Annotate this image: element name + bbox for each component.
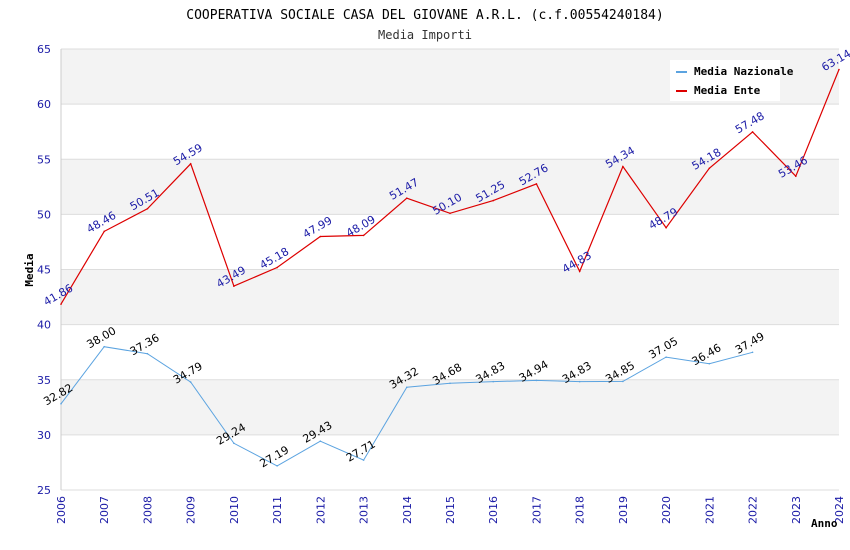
data-point <box>578 270 581 273</box>
y-tick-label: 30 <box>37 429 51 442</box>
data-point <box>449 382 451 385</box>
y-tick-label: 60 <box>37 98 51 111</box>
data-point <box>665 226 667 229</box>
legend-label-media-nazionale: Media Nazionale <box>694 65 794 78</box>
data-point <box>708 167 711 170</box>
x-tick-label: 2007 <box>98 496 111 524</box>
x-tick-label: 2016 <box>487 496 500 524</box>
grid-bands <box>61 49 839 435</box>
y-tick-label: 25 <box>37 484 51 497</box>
data-point <box>146 352 149 355</box>
data-label: 27.19 <box>257 443 291 470</box>
data-label: 36.46 <box>690 341 724 368</box>
data-point <box>319 235 322 238</box>
data-point <box>665 356 667 358</box>
x-axis-ticks: 2006 2007 2008 2009 2010 2011 2012 2013 2014 2015… <box>55 496 846 524</box>
series-layer <box>60 68 840 467</box>
data-point <box>535 379 538 382</box>
data-point <box>362 234 365 237</box>
x-tick-label: 2011 <box>271 496 284 524</box>
grid-band <box>61 269 839 325</box>
data-point <box>449 212 451 215</box>
y-tick-label: 65 <box>37 43 51 56</box>
data-point <box>405 197 408 199</box>
x-tick-label: 2015 <box>444 496 457 524</box>
x-tick-label: 2022 <box>747 496 760 524</box>
x-tick-label: 2010 <box>228 496 241 524</box>
data-label: 38.00 <box>85 324 119 351</box>
x-tick-label: 2006 <box>55 496 68 524</box>
data-point <box>60 303 62 305</box>
data-point <box>233 285 235 287</box>
x-tick-label: 2023 <box>790 496 803 524</box>
data-point <box>622 380 624 383</box>
grid-lines <box>61 48 839 491</box>
data-label: 37.05 <box>646 335 680 362</box>
legend: Media Nazionale Media Ente <box>670 60 794 101</box>
x-tick-label: 2020 <box>660 496 673 524</box>
y-tick-label: 50 <box>37 208 51 221</box>
legend-label-media-ente: Media Ente <box>694 84 761 97</box>
data-point <box>276 266 278 269</box>
data-point <box>319 440 322 442</box>
x-tick-label: 2013 <box>358 496 371 524</box>
x-tick-label: 2018 <box>574 496 587 524</box>
data-point <box>276 465 278 467</box>
data-label: 47.99 <box>301 214 335 241</box>
y-tick-label: 45 <box>37 264 51 277</box>
x-tick-label: 2014 <box>401 496 414 524</box>
data-point <box>578 380 581 383</box>
y-axis-ticks: 25 30 35 40 45 50 55 60 65 <box>37 43 51 497</box>
y-axis-title: Media <box>23 253 36 286</box>
chart-title: COOPERATIVA SOCIALE CASA DEL GIOVANE A.R… <box>186 8 663 23</box>
x-tick-label: 2009 <box>185 496 198 524</box>
grid-band <box>61 379 839 435</box>
x-tick-label: 2024 <box>833 496 846 524</box>
legend-box <box>670 60 780 101</box>
x-tick-label: 2012 <box>314 496 327 524</box>
data-point <box>838 68 840 71</box>
y-tick-label: 55 <box>37 153 51 166</box>
data-label: 27.71 <box>344 438 378 465</box>
data-point <box>233 442 235 445</box>
data-label: 57.48 <box>733 109 767 136</box>
x-tick-label: 2008 <box>141 496 154 524</box>
y-tick-label: 35 <box>37 374 51 387</box>
x-tick-label: 2021 <box>703 496 716 524</box>
data-point <box>362 459 365 461</box>
data-point <box>405 386 408 389</box>
data-point <box>492 199 495 202</box>
data-point <box>189 162 192 165</box>
data-point <box>146 207 149 210</box>
data-point <box>794 175 797 178</box>
data-point <box>751 131 754 133</box>
data-point <box>189 381 192 383</box>
data-point <box>622 165 624 168</box>
x-tick-label: 2019 <box>617 496 630 524</box>
data-label: 45.18 <box>257 245 291 272</box>
data-point <box>535 183 538 185</box>
x-axis-title: Anno <box>811 517 838 530</box>
data-point <box>492 380 495 383</box>
data-point <box>60 402 62 405</box>
data-point <box>751 351 754 354</box>
data-point <box>103 230 106 233</box>
chart-subtitle: Media Importi <box>378 28 472 42</box>
y-tick-label: 40 <box>37 319 51 332</box>
data-label: 37.36 <box>128 331 162 358</box>
x-tick-label: 2017 <box>530 496 543 524</box>
data-point <box>708 362 711 365</box>
data-point <box>103 345 106 348</box>
